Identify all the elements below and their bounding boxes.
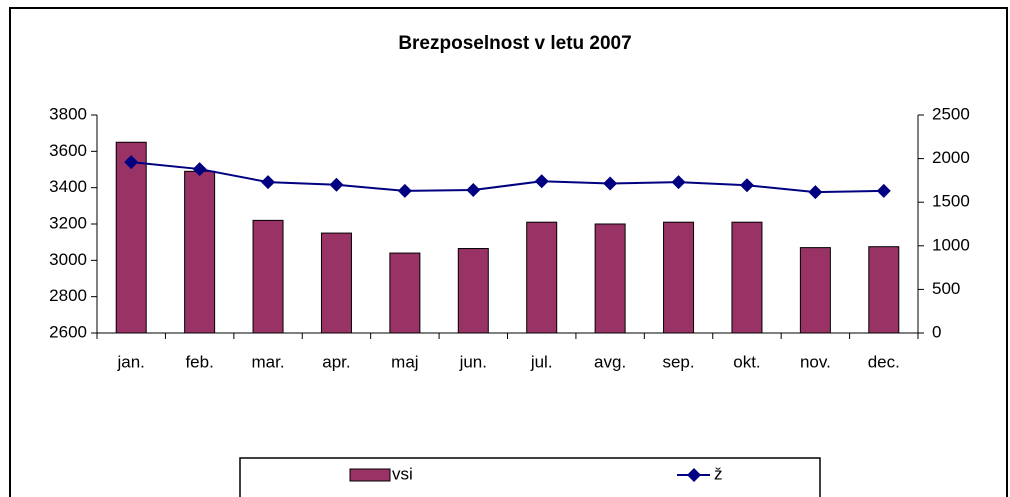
y-tick-label: 3600 [49, 141, 87, 160]
line-marker [124, 155, 139, 170]
x-tick-label: sep. [662, 352, 694, 371]
y2-tick-label: 500 [932, 279, 960, 298]
line [131, 161, 884, 194]
bar [731, 221, 763, 334]
line-marker [603, 176, 618, 191]
y-tick-label: 2800 [49, 286, 87, 305]
bar [457, 248, 489, 334]
y2-tick-label: 1500 [932, 192, 970, 211]
legend-label: vsi [392, 464, 413, 483]
line-marker [397, 183, 412, 198]
line-marker [808, 185, 823, 200]
x-tick-label: apr. [322, 352, 350, 371]
y2-tick-label: 2000 [932, 148, 970, 167]
y-tick-label: 3800 [49, 104, 87, 123]
x-tick-label: nov. [800, 352, 831, 371]
bar [389, 252, 421, 334]
x-tick-label: jan. [116, 352, 144, 371]
y-tick-label: 3000 [49, 250, 87, 269]
y2-tick-label: 0 [932, 322, 941, 341]
line-marker [739, 178, 754, 193]
x-tick-label: feb. [185, 352, 213, 371]
x-tick-label: okt. [733, 352, 760, 371]
x-tick-label: jun. [459, 352, 487, 371]
bar [320, 232, 352, 334]
line-marker [329, 177, 344, 192]
y2-tick-label: 1000 [932, 235, 970, 254]
chart-title: Brezposelnost v letu 2007 [398, 33, 631, 54]
line-marker [261, 175, 276, 190]
line-marker [876, 183, 891, 198]
line-marker [671, 175, 686, 190]
chart-frame [9, 7, 1008, 497]
bar [868, 246, 900, 334]
line-marker [534, 174, 549, 189]
bar [115, 141, 147, 334]
x-tick-label: avg. [594, 352, 626, 371]
bar [663, 221, 695, 334]
y-tick-label: 2600 [49, 322, 87, 341]
y-tick-label: 3200 [49, 213, 87, 232]
bar [594, 223, 626, 334]
legend-swatch [349, 468, 391, 482]
legend-label: ž [714, 464, 723, 483]
bar [526, 221, 558, 334]
line-marker [192, 162, 207, 177]
x-tick-label: dec. [868, 352, 900, 371]
bar [799, 247, 831, 334]
bar [184, 170, 216, 334]
y-tick-label: 3400 [49, 177, 87, 196]
legend-box [239, 457, 821, 497]
line-marker [466, 182, 481, 197]
bar [252, 219, 284, 334]
x-tick-label: jul. [530, 352, 553, 371]
x-tick-label: maj [391, 352, 418, 371]
x-tick-label: mar. [252, 352, 285, 371]
y2-tick-label: 2500 [932, 104, 970, 123]
legend-marker [687, 468, 701, 482]
